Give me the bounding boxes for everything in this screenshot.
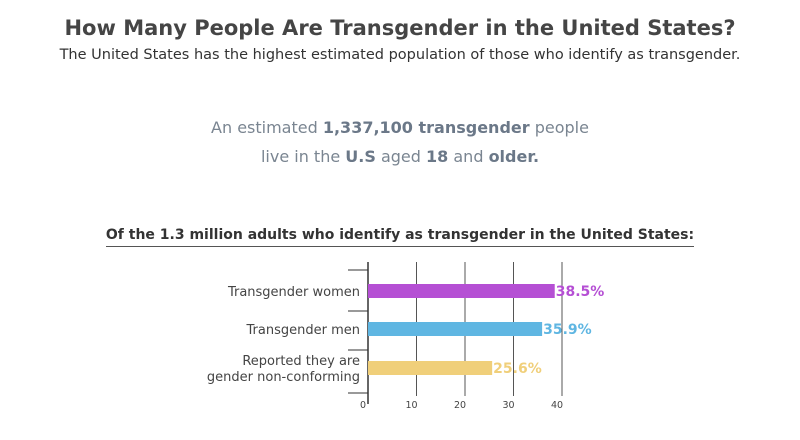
x-tick-label: 20 (454, 400, 466, 411)
chart-heading: Of the 1.3 million adults who identify a… (0, 224, 800, 247)
category-label: Transgender men (246, 323, 360, 338)
category-label: Transgender women (227, 285, 360, 300)
stat-text: An estimated (211, 118, 323, 137)
category-label: Reported they are (242, 354, 360, 369)
x-tick-label: 30 (502, 400, 514, 411)
stat-line-2: live in the U.S aged 18 and older. (0, 147, 800, 166)
stat-highlight: older. (488, 147, 540, 166)
stat-text: aged (375, 147, 427, 166)
stat-line-1: An estimated 1,337,100 transgender peopl… (0, 118, 800, 137)
page-title: How Many People Are Transgender in the U… (64, 16, 736, 40)
x-tick-label: 0 (360, 400, 366, 411)
page-subtitle: The United States has the highest estima… (59, 47, 741, 63)
bar (368, 284, 555, 298)
stat-highlight: U.S (345, 147, 376, 166)
stat-highlight: 18 (426, 147, 449, 166)
x-tick-label: 40 (551, 400, 563, 411)
bar (368, 361, 493, 375)
bar-value-label: 25.6% (493, 361, 542, 377)
bar-value-label: 38.5% (556, 284, 605, 300)
chart-heading-text: Of the 1.3 million adults who identify a… (105, 227, 695, 247)
stat-text: live in the (260, 147, 346, 166)
bar-value-label: 35.9% (543, 322, 592, 338)
bar (368, 322, 543, 336)
stat-highlight: 1,337,100 transgender (322, 118, 530, 137)
stat-text: and (448, 147, 489, 166)
stat-text: people (529, 118, 589, 137)
x-tick-label: 10 (405, 400, 417, 411)
category-label: gender non-conforming (207, 370, 360, 385)
